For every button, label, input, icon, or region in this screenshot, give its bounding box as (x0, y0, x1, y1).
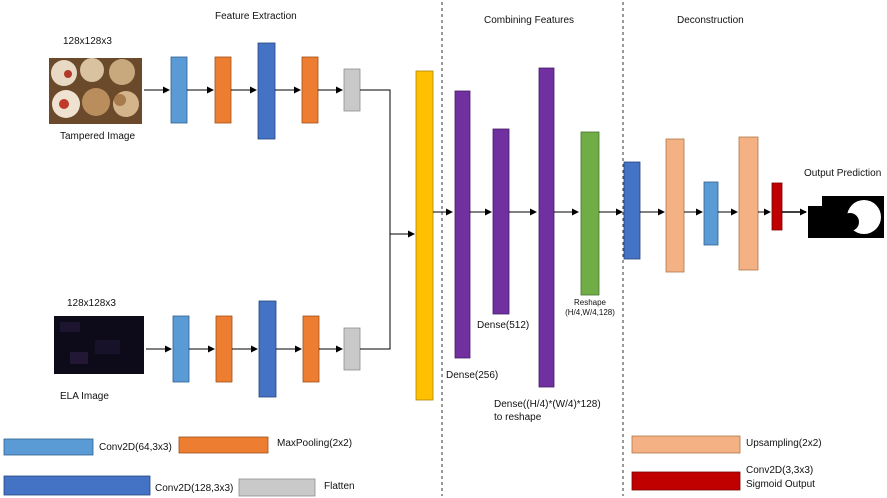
section-title-combining-features: Combining Features (484, 15, 575, 26)
dense-512-label: Dense(512) (477, 320, 530, 331)
ela-image-caption: ELA Image (60, 391, 109, 402)
maxpool-layer (214, 56, 232, 124)
reshape-label-2: (H/4,W/4,128) (565, 308, 615, 317)
ela-image-thumbnail (54, 316, 144, 374)
conv64-layer (172, 315, 190, 383)
legend-label-conv128: Conv2D(128,3x3) (155, 483, 234, 494)
legend-label-upsampling: Upsampling(2x2) (746, 438, 822, 449)
legend-label-conv3-1: Conv2D(3,3x3) (746, 465, 814, 476)
dense-reshape-label-1: Dense((H/4)*(W/4)*128) (494, 399, 601, 410)
flatten-layer (343, 327, 361, 371)
section-title-deconstruction: Deconstruction (677, 15, 744, 26)
upsampling-layer (665, 138, 685, 273)
maxpool-layer (302, 315, 320, 383)
legend-swatch-upsampling (631, 435, 741, 454)
legend-label-maxpool: MaxPooling(2x2) (277, 438, 353, 449)
conv128-layer (258, 300, 277, 398)
dense-256-label: Dense(256) (446, 370, 499, 381)
legend-label-flatten: Flatten (324, 481, 355, 492)
flatten-layer (343, 68, 361, 112)
dense-512-layer (492, 128, 510, 315)
ela-image-size: 128x128x3 (67, 298, 116, 309)
tampered-image-caption: Tampered Image (60, 131, 136, 142)
tampered-image-thumbnail (49, 58, 142, 124)
legend-swatch-flatten (238, 478, 316, 497)
legend-swatch-conv64 (3, 438, 94, 456)
concat-layer (415, 70, 434, 401)
maxpool-layer (215, 315, 233, 383)
legend-label-conv64: Conv2D(64,3x3) (99, 442, 172, 453)
merge-connector (360, 89, 391, 234)
tampered-image-size: 128x128x3 (63, 36, 112, 47)
dense-256-layer (454, 90, 471, 359)
dense-reshape-label-2: to reshape (494, 412, 542, 423)
conv3-sigmoid-layer (771, 182, 783, 231)
legend-swatch-conv128 (3, 475, 151, 496)
reshape-layer (580, 131, 600, 296)
legend-label-conv3-2: Sigmoid Output (746, 479, 815, 490)
dense-reshape-layer (538, 67, 555, 388)
conv128-layer (257, 42, 276, 140)
maxpool-layer (301, 56, 319, 124)
upsampling-layer (738, 136, 759, 271)
output-prediction-label: Output Prediction (804, 168, 882, 179)
reshape-label-1: Reshape (573, 298, 607, 307)
conv128-layer (623, 161, 641, 260)
conv64-layer (170, 56, 188, 124)
conv64-layer (703, 181, 719, 246)
output-prediction-mask (808, 196, 884, 238)
legend-swatch-maxpool (178, 436, 269, 454)
legend-swatch-conv3 (631, 471, 741, 491)
section-title-feature-extraction: Feature Extraction (215, 11, 297, 22)
merge-connector (360, 234, 391, 350)
